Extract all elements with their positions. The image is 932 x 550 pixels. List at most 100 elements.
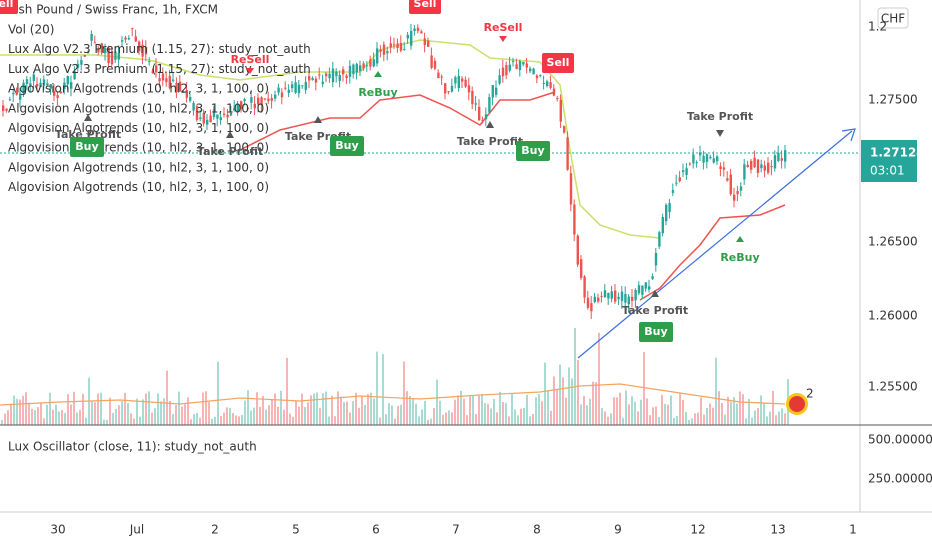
- candle-body: [216, 114, 219, 119]
- volume-bar: [76, 412, 78, 425]
- price-label: 1.26000: [868, 309, 918, 323]
- candle-body: [189, 96, 192, 101]
- candle-body: [736, 191, 739, 195]
- volume-bar: [475, 414, 477, 425]
- signal-arrow: [716, 130, 724, 137]
- signal-box: [639, 322, 673, 342]
- time-label: 7: [452, 523, 460, 537]
- candle-body: [542, 82, 545, 84]
- volume-bar: [109, 397, 111, 425]
- candle-body: [168, 75, 171, 88]
- alert-badge[interactable]: [789, 396, 805, 412]
- candle-body: [512, 60, 515, 62]
- volume-bar: [91, 401, 93, 425]
- candle-body: [620, 291, 624, 301]
- volume-bar: [445, 412, 447, 425]
- volume-bar: [310, 395, 312, 425]
- volume-bar: [169, 401, 171, 425]
- last-price: 1.27124: [870, 146, 925, 160]
- candle-body: [644, 282, 647, 289]
- candle-body: [583, 276, 586, 298]
- volume-bar: [382, 353, 384, 425]
- candle-body: [699, 152, 702, 156]
- indicator-label: Algovision Algotrends (10, hl2, 3, 1, 10…: [8, 160, 269, 174]
- candle-body: [236, 105, 239, 113]
- volume-bar: [628, 404, 630, 425]
- overlay: Vol (20) Lux Algo V2.3 Premium (1.15, 27)…: [0, 0, 932, 537]
- volume-bar: [562, 377, 564, 425]
- candle-body: [22, 82, 25, 94]
- symbol-title: British Pound / Swiss Franc, 1h, FXCM: [0, 3, 218, 17]
- volume-bar: [4, 413, 6, 425]
- volume-bar: [457, 395, 459, 425]
- indicator-label: Algovision Algotrends (10, hl2, 3, 1, 10…: [8, 121, 269, 135]
- volume-bar: [235, 415, 237, 425]
- candle-body: [631, 296, 634, 301]
- volume-bar: [118, 405, 120, 425]
- volume-bar: [1, 419, 3, 425]
- volume-bar: [112, 412, 114, 425]
- signal-box: [409, 0, 441, 14]
- volume-bar: [277, 406, 279, 425]
- candle-body: [372, 59, 375, 67]
- volume-bar: [460, 390, 462, 425]
- volume-bar: [739, 391, 741, 425]
- candle-body: [342, 69, 345, 75]
- volume-bar: [394, 418, 396, 425]
- currency-box[interactable]: [877, 7, 909, 29]
- volume-bar: [355, 392, 357, 425]
- candle-body: [389, 43, 392, 48]
- candle-body: [161, 73, 165, 81]
- candle-body: [311, 78, 314, 80]
- candle-body: [556, 97, 559, 99]
- volume-bar: [490, 408, 492, 425]
- candle-body: [314, 78, 318, 83]
- volume-bar: [526, 394, 528, 425]
- volume-bar: [181, 406, 183, 425]
- candle-body: [134, 36, 137, 42]
- volume-bar: [559, 364, 561, 425]
- volume-bar: [148, 391, 150, 425]
- volume-bar: [337, 391, 339, 425]
- candle-body: [750, 160, 753, 170]
- candle-body: [586, 297, 590, 308]
- candle-body: [682, 170, 685, 173]
- volume-bar: [190, 419, 192, 425]
- volume-bar: [154, 408, 156, 425]
- candle-body: [124, 37, 127, 40]
- candles: [2, 23, 787, 320]
- candle-body: [233, 107, 236, 111]
- volume-bar: [391, 405, 393, 425]
- candle-body: [8, 99, 12, 101]
- volume-bar: [733, 397, 735, 425]
- volume-bar: [667, 404, 669, 425]
- volume-bar: [385, 414, 387, 425]
- volume-bar: [607, 416, 609, 425]
- volume-bar: [103, 419, 105, 425]
- signal-label: Sell: [547, 56, 570, 69]
- indicator-label: Lux Algo V2.3 Premium (1.15, 27): study_…: [8, 62, 311, 76]
- volume-bar: [217, 361, 219, 425]
- volume-bar: [409, 395, 411, 425]
- volume-bar: [646, 398, 648, 425]
- volume-bar: [538, 393, 540, 425]
- volume-bar: [130, 413, 132, 425]
- candle-body: [246, 108, 250, 110]
- volume-bar: [589, 398, 591, 425]
- volume-bar: [307, 402, 309, 425]
- volume-bars: [1, 328, 789, 425]
- volume-bar: [193, 413, 195, 425]
- volume-bar: [370, 392, 372, 425]
- volume-bar: [505, 402, 507, 425]
- candle-body: [719, 166, 722, 170]
- candle-body: [590, 303, 593, 312]
- candle-body: [461, 78, 464, 82]
- candle-body: [495, 87, 498, 95]
- candle-body: [685, 168, 688, 175]
- volume-bar: [97, 393, 99, 425]
- candle-body: [488, 97, 491, 113]
- candle-body: [243, 99, 246, 101]
- candle-body: [304, 82, 307, 90]
- volume-bar: [736, 403, 738, 425]
- volume-bar: [124, 392, 126, 425]
